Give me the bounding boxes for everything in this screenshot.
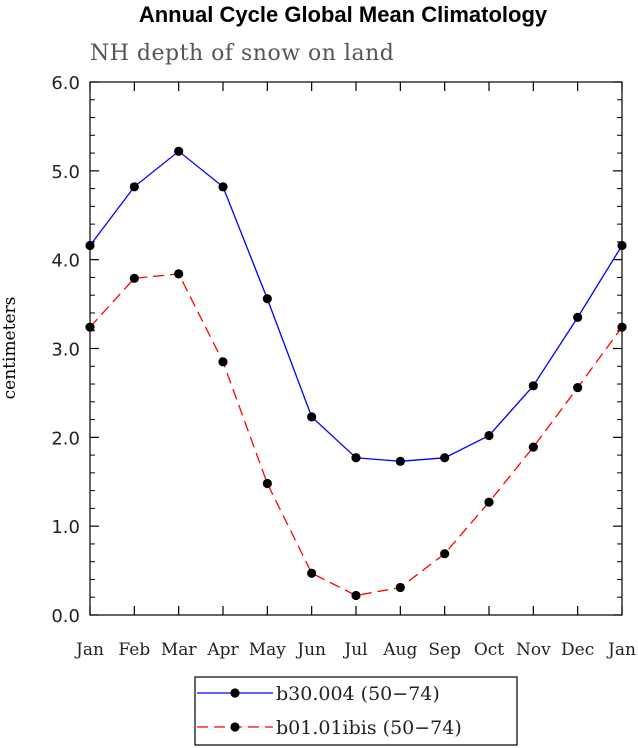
series-0-point — [351, 453, 361, 463]
series-0-point — [174, 146, 184, 156]
legend-box — [194, 676, 518, 746]
series-1-point — [218, 357, 228, 367]
plot-area-frame — [89, 81, 623, 616]
series-1-point — [174, 269, 184, 279]
x-tick-label: Nov — [516, 640, 551, 660]
x-tick-label: Dec — [561, 640, 594, 660]
series-0-point — [129, 182, 139, 192]
series-line-0 — [89, 150, 623, 462]
y-tick-label: 0.0 — [51, 606, 80, 627]
legend-marker-0 — [230, 688, 240, 698]
x-tick-label: Aug — [382, 640, 417, 660]
x-tick-label: Mar — [161, 640, 198, 660]
series-0-point — [528, 381, 538, 391]
chart-subtitle: NH depth of snow on land — [90, 41, 394, 66]
legend-marker-1 — [230, 722, 240, 732]
chart-title: Annual Cycle Global Mean Climatology — [139, 2, 548, 27]
y-axis-ticks: 0.0 1.0 2.0 3.0 4.0 5.0 6.0 — [51, 73, 622, 627]
series-1-point — [351, 590, 361, 601]
series-1-point — [617, 322, 627, 332]
series-1-point — [262, 478, 272, 489]
legend-label-0: b30.004 (50−74) — [276, 683, 440, 705]
x-tick-label: Jun — [295, 640, 326, 660]
series-0-point — [307, 412, 317, 422]
y-tick-label: 6.0 — [51, 73, 80, 94]
series-0-point — [262, 294, 272, 304]
series-1-point — [573, 382, 583, 393]
y-axis-label: centimeters — [0, 297, 20, 400]
series-0-point — [85, 240, 95, 251]
x-tick-label: May — [249, 640, 287, 660]
series-1-point — [307, 568, 317, 578]
x-axis-ticks: Jan Feb Mar Apr May Jun Jul Aug Sep Oct Nov Dec Jan — [74, 82, 636, 660]
series-line-1 — [89, 273, 623, 597]
x-tick-label: Jan — [606, 640, 636, 660]
legend-label-1: b01.01ibis (50−74) — [276, 717, 462, 739]
y-tick-label: 5.0 — [51, 162, 80, 183]
y-tick-label: 2.0 — [51, 428, 80, 449]
series-1-point — [395, 582, 405, 593]
series-1-point — [440, 549, 450, 559]
y-tick-label: 1.0 — [51, 517, 80, 538]
series-0-point — [573, 312, 583, 323]
x-tick-label: Feb — [118, 640, 150, 660]
series-0-point — [440, 453, 450, 463]
x-tick-label: Apr — [206, 640, 239, 660]
series-1-point — [85, 322, 95, 332]
series-1-point — [129, 273, 139, 283]
x-tick-label: Jan — [74, 640, 104, 660]
x-tick-label: Sep — [428, 640, 461, 660]
y-tick-label: 3.0 — [51, 340, 80, 361]
series-0-point — [484, 430, 494, 441]
legend: b30.004 (50−74) b01.01ibis (50−74) — [194, 676, 518, 746]
y-tick-label: 4.0 — [51, 251, 80, 272]
x-tick-label: Oct — [474, 640, 504, 660]
x-tick-label: Jul — [342, 640, 367, 660]
series-0-point — [395, 456, 405, 466]
series-1-point — [484, 497, 494, 507]
series-0-point — [218, 182, 228, 192]
series-0-point — [617, 240, 627, 251]
series-1-point — [528, 442, 538, 452]
series-layer — [85, 146, 627, 601]
